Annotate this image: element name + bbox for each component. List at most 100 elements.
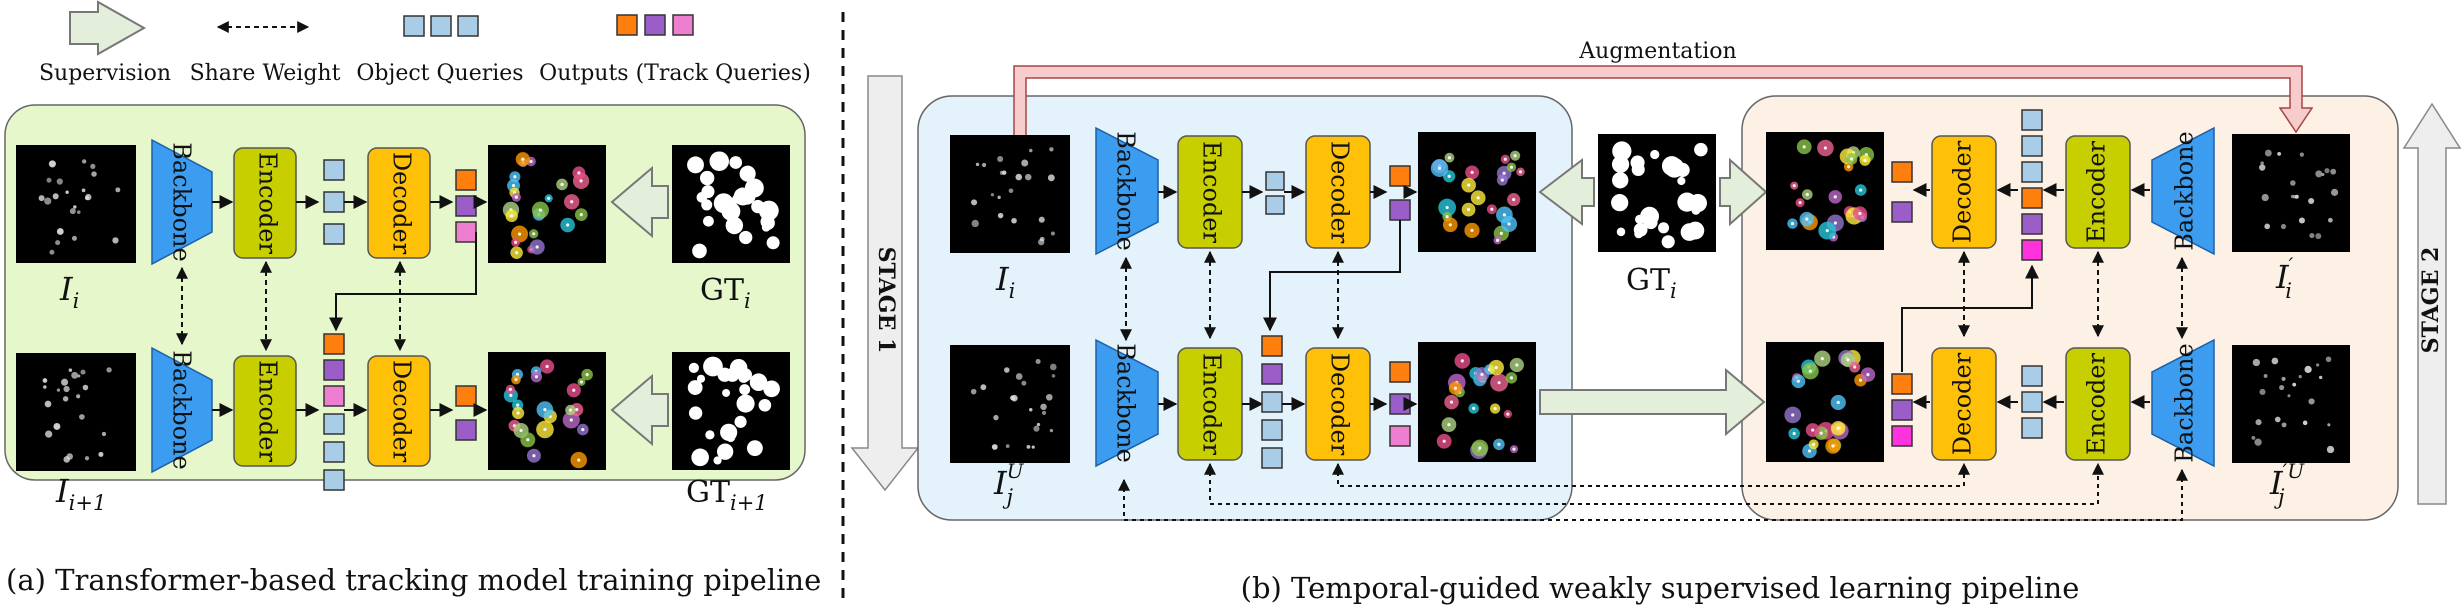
cell-blob (761, 222, 771, 232)
track-queries-output (1891, 373, 1913, 447)
combined-queries (1261, 335, 1283, 469)
cell-blob (1494, 365, 1498, 370)
cell-blob (1502, 213, 1506, 217)
cell-blob (63, 385, 70, 393)
cell-blob (516, 403, 520, 407)
label-I-j-prime-U: I′U j (2269, 459, 2305, 509)
cell-blob (1040, 403, 1047, 411)
cell-blob (1442, 439, 1446, 443)
cell-blob (2299, 152, 2304, 157)
augmented-image-i (2232, 134, 2350, 252)
cell-blob (532, 232, 536, 236)
cell-blob (990, 193, 995, 197)
cell-blob (56, 388, 61, 392)
cell-blob (106, 367, 112, 373)
combined-queries (2021, 109, 2043, 261)
cell-blob (1833, 195, 1837, 199)
cell-blob (519, 428, 523, 433)
legend-share-weight-label: Share Weight (190, 61, 341, 86)
cell-blob (579, 179, 583, 183)
cell-blob (1846, 165, 1851, 169)
cell-blob (577, 171, 581, 175)
cell-blob (1493, 406, 1497, 411)
cell-blob (513, 175, 517, 179)
label-GT-i-plus-1: GTi+1 (686, 475, 768, 515)
cell-blob (1499, 231, 1503, 236)
cell-blob (2259, 388, 2266, 396)
image-texture (503, 359, 593, 469)
cell-blob (1688, 193, 1707, 213)
cell-blob (511, 183, 516, 188)
cell-blob (1021, 380, 1027, 386)
backbone-block (151, 346, 213, 474)
stage1-label: STAGE 1 (873, 247, 899, 354)
decoder-label: Decoder (388, 360, 416, 463)
cell-blob (1796, 379, 1800, 383)
cell-blob (1467, 183, 1471, 187)
cell-blob (1470, 228, 1474, 232)
track-queries-output (455, 385, 477, 441)
cell-blob (2252, 358, 2261, 367)
cell-blob (516, 411, 520, 415)
cell-blob (77, 210, 81, 214)
caption-a: (a) Transformer-based tracking model tra… (6, 563, 821, 597)
image-texture (42, 367, 112, 463)
cell-blob (48, 160, 56, 168)
cell-blob (1029, 408, 1033, 412)
cell-blob (1509, 165, 1514, 169)
cell-blob (971, 219, 979, 228)
decoder-label: Decoder (388, 152, 416, 255)
cell-blob (1836, 400, 1840, 405)
pseudo-label-arrow (1539, 367, 1766, 437)
cell-blob (1509, 376, 1514, 380)
cell-blob (1011, 217, 1017, 224)
cell-blob (84, 456, 90, 461)
cell-blob (1039, 236, 1045, 242)
backbone-block (1095, 338, 1159, 468)
cell-blob (1049, 363, 1057, 371)
cell-blob (1802, 145, 1806, 149)
cell-blob (2271, 357, 2279, 365)
cell-blob (2263, 374, 2268, 378)
cell-blob (2302, 420, 2308, 426)
cell-blob (1616, 227, 1626, 237)
cell-blob (69, 208, 76, 215)
cell-blob (1611, 155, 1630, 173)
cell-blob (1846, 358, 1850, 362)
backbone-block (1095, 126, 1159, 256)
cell-blob (115, 187, 121, 193)
cell-blob (42, 378, 48, 383)
image-texture (1436, 353, 1524, 459)
legend-supervision-label: Supervision (39, 61, 171, 86)
cell-blob (703, 215, 714, 227)
cell-blob (568, 408, 572, 412)
cell-blob (538, 208, 542, 212)
cell-blob (98, 451, 104, 457)
cell-blob (981, 162, 987, 168)
encoder-block (2065, 135, 2131, 249)
augmentation-label: Augmentation (1578, 39, 1736, 64)
cell-blob (81, 159, 87, 164)
cell-blob (1015, 173, 1023, 181)
cell-blob (733, 187, 752, 206)
cell-blob (2328, 217, 2333, 223)
cell-blob (566, 223, 570, 227)
cell-blob (1480, 372, 1484, 376)
cell-blob (1035, 358, 1041, 365)
cell-blob (1630, 155, 1645, 170)
cell-blob (1045, 393, 1053, 401)
decoder-label: Decoder (1326, 141, 1354, 244)
cell-blob (696, 374, 706, 383)
input-image-i (950, 135, 1070, 253)
cell-blob (46, 177, 52, 183)
cell-blob (1858, 211, 1862, 216)
cell-blob (2274, 416, 2281, 423)
cell-blob (703, 356, 723, 377)
image-texture (1787, 139, 1875, 242)
cell-blob (2261, 193, 2269, 202)
cell-blob (1502, 171, 1506, 175)
cell-blob (44, 197, 52, 205)
cell-blob (1791, 413, 1795, 417)
cell-blob (1447, 423, 1451, 427)
cell-blob (993, 414, 999, 421)
